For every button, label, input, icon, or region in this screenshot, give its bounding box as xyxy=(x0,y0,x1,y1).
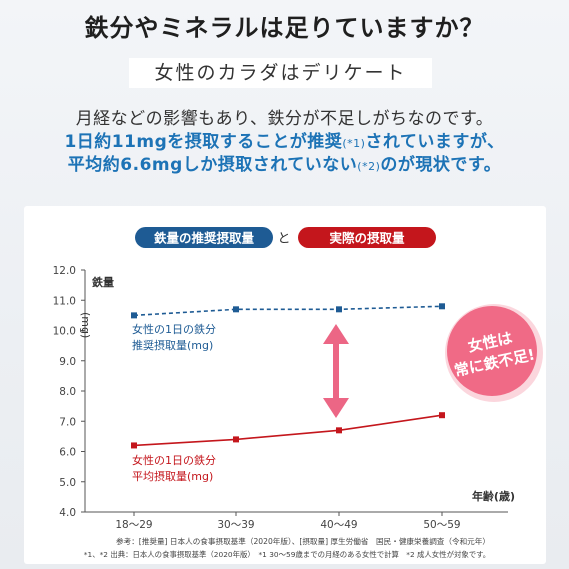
chart-card xyxy=(24,206,546,564)
y-axis-title-1: 鉄量 xyxy=(92,275,114,289)
body-line-1: 月経などの影響もあり、鉄分が不足しがちなのです。 xyxy=(75,109,494,129)
body-line-2-main: 1日約11mgを摂取することが推奨 xyxy=(64,132,343,152)
body-line-2: 1日約11mgを摂取することが推奨(*1)されていますが、 xyxy=(0,127,569,152)
footnote-source: 参考：[推奨量] 日本人の食事摂取基準（2020年版）、[摂取量] 厚生労働省 … xyxy=(116,536,490,546)
legend-actual-label: 実際の摂取量 xyxy=(329,231,405,246)
legend-connector: と xyxy=(277,232,290,247)
y-tick-label: 4.0 xyxy=(59,507,76,519)
y-tick-label: 10.0 xyxy=(53,326,76,338)
subtitle: 女性のカラダはデリケート xyxy=(129,58,432,88)
body-line-3: 平均約6.6mgしか摂取されていない(*2)のが現状です。 xyxy=(0,150,569,175)
data-point-recommended xyxy=(131,312,137,319)
legend-recommended-pill xyxy=(135,227,273,248)
data-point-actual xyxy=(439,412,445,419)
y-tick-label: 8.0 xyxy=(59,386,76,398)
data-point-recommended xyxy=(233,306,239,313)
y-tick-label: 9.0 xyxy=(59,356,76,368)
recommended-series-label-2: 推奨摂取量(mg) xyxy=(132,338,213,352)
legend-recommended-label: 鉄量の推奨摂取量 xyxy=(154,231,255,246)
x-tick-label: 30〜39 xyxy=(217,519,254,531)
body-line-3-main: 平均約6.6mgしか摂取されていない xyxy=(67,155,358,175)
y-tick-label: 7.0 xyxy=(59,416,76,428)
gap-arrow xyxy=(323,324,349,418)
series-line-actual xyxy=(133,414,443,447)
legend-actual-pill xyxy=(298,227,436,248)
footnote-ref-1: (*1) xyxy=(342,137,366,150)
x-tick-label: 50〜59 xyxy=(423,519,460,531)
body-line-2-tail: されていますが、 xyxy=(365,132,505,152)
actual-series-label-1: 女性の1日の鉄分 xyxy=(132,453,216,467)
footnote-ref-2: (*2) xyxy=(357,160,381,173)
y-tick-label: 11.0 xyxy=(53,295,76,307)
data-point-actual xyxy=(336,427,342,434)
shortage-badge: 女性は 常に鉄不足! xyxy=(445,304,543,402)
x-tick-label: 40〜49 xyxy=(320,519,357,531)
y-axis-title-2: (mg) xyxy=(79,312,92,338)
footnote-details: *1、*2 出典：日本人の食事摂取基準（2020年版） *1 30〜59歳までの… xyxy=(84,550,490,559)
x-tick-label: 18〜29 xyxy=(115,519,152,531)
body-line-3-tail: のが現状です。 xyxy=(380,155,502,175)
x-axis-title: 年齢(歳) xyxy=(472,489,515,503)
data-point-recommended xyxy=(439,303,445,310)
data-point-recommended xyxy=(336,306,342,313)
y-tick-label: 5.0 xyxy=(59,477,76,489)
actual-series-label-2: 平均摂取量(mg) xyxy=(132,469,213,483)
series-line-recommended xyxy=(133,305,443,317)
y-tick-label: 6.0 xyxy=(59,447,76,459)
recommended-series-label-1: 女性の1日の鉄分 xyxy=(132,322,216,336)
y-tick-label: 12.0 xyxy=(53,265,76,277)
headline: 鉄分やミネラルは足りていますか？ xyxy=(84,14,485,42)
data-point-actual xyxy=(131,442,137,449)
data-point-actual xyxy=(233,436,239,443)
